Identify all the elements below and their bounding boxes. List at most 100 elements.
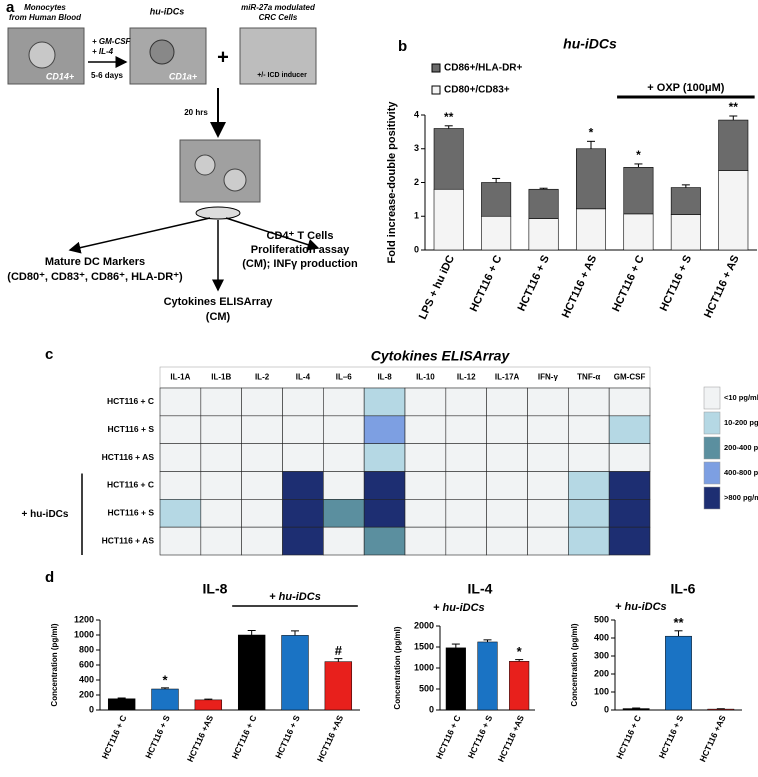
panel-letter: b (398, 38, 407, 55)
bar (509, 661, 530, 711)
cell (223, 168, 247, 192)
bar-segment (623, 167, 654, 215)
heatmap-cell (486, 415, 528, 444)
bar-segment (433, 128, 464, 190)
bar-segment (528, 218, 559, 251)
significance: * (589, 125, 594, 139)
y-tick-label: 0 (604, 704, 609, 714)
bar (622, 708, 650, 711)
bar-segment (623, 213, 654, 251)
dish (195, 206, 241, 220)
bar (665, 635, 692, 711)
bar-segment (670, 187, 701, 215)
heatmap-cell (363, 526, 406, 556)
heatmap-cell (200, 415, 242, 444)
row-group-label: + hu-iDCs (22, 509, 69, 520)
legend-swatch (703, 486, 721, 510)
heatmap-cell (282, 415, 324, 444)
heatmap-cell (200, 387, 242, 417)
x-tick-label: HCT116 + C (610, 253, 647, 313)
bar (151, 688, 179, 711)
output-label: (CM); INFγ production (242, 258, 358, 270)
y-tick-label: 100 (594, 686, 609, 696)
y-tick-label: 1000 (414, 662, 434, 672)
group-label: + hu-iDCs (269, 591, 321, 603)
y-tick-label: 600 (79, 659, 94, 669)
heatmap-cell (568, 526, 610, 556)
output-label: CD4⁺ T Cells (267, 230, 334, 242)
chart-title: IL-8 (203, 581, 228, 597)
x-tick-label: HCT116 +AS (185, 713, 215, 763)
cell (28, 41, 56, 69)
heatmap-cell (323, 526, 365, 556)
bar-segment (433, 188, 464, 251)
chart-title: IL-6 (671, 581, 696, 597)
heatmap-cell (404, 443, 447, 472)
heatmap-cell (159, 415, 202, 444)
bar-segment (670, 214, 701, 251)
heatmap-cell (363, 471, 406, 500)
crc-label: CRC Cells (259, 13, 298, 22)
column-label: IL–6 (336, 373, 353, 382)
y-tick-label: 1000 (74, 629, 94, 639)
treatment-label: + IL-4 (92, 47, 114, 56)
monocytes-label: Monocytes (24, 3, 66, 12)
bar (445, 647, 466, 711)
heatmap-cell (282, 443, 324, 472)
chart-title: IL-4 (468, 581, 493, 597)
heatmap-cell (241, 526, 283, 556)
x-tick-label: HCT116 +AS (697, 713, 727, 763)
bar (194, 699, 223, 711)
heatmap-cell (159, 387, 202, 417)
coculture-label: 20 hrs (184, 108, 208, 117)
y-tick-label: 4 (414, 109, 419, 119)
column-label: TNF-α (577, 373, 600, 382)
heatmap-cell (323, 443, 365, 472)
heatmap-cell (159, 526, 202, 556)
significance: ** (444, 110, 454, 124)
heatmap-cell (608, 415, 651, 444)
legend-swatch (431, 85, 441, 95)
bar-segment (575, 148, 607, 210)
x-tick-label: HCT116 +AS (315, 713, 345, 763)
row-label: HCT116 + AS (102, 535, 155, 545)
cell (149, 39, 175, 65)
y-tick-label: 2 (414, 177, 419, 187)
treatment-label: + GM-CSF (92, 37, 132, 46)
heatmap-cell (568, 499, 610, 528)
significance: * (636, 148, 641, 162)
y-axis-label: Fold increase-double positivity (386, 101, 398, 264)
heatmap-cell (527, 415, 569, 444)
y-tick-label: 1500 (414, 641, 434, 651)
heatmap-cell (282, 526, 324, 556)
heatmap-cell (608, 526, 651, 556)
heatmap-cell (445, 526, 487, 556)
heatmap-cell (159, 471, 202, 500)
cell (194, 154, 216, 176)
heatmap-cell (608, 471, 651, 500)
heatmap-cell (323, 471, 365, 500)
significance: ** (673, 615, 684, 630)
hu-idcs-label: hu-iDCs (150, 6, 185, 16)
marker-label: CD14+ (46, 71, 75, 81)
heatmap-cell (404, 471, 447, 500)
chart-title: hu-iDCs (563, 36, 617, 52)
heatmap-cell (404, 415, 447, 444)
heatmap-cell (608, 387, 651, 417)
heatmap-cell (608, 443, 651, 472)
y-tick-label: 800 (79, 644, 94, 654)
x-tick-label: HCT116 + S (657, 713, 686, 760)
bar-segment (481, 215, 512, 251)
heatmap-cell (363, 499, 406, 528)
x-tick-label: HCT116 +AS (496, 713, 526, 763)
column-label: IL-1A (170, 373, 190, 382)
bar (324, 661, 353, 711)
output-label: Mature DC Markers (45, 256, 145, 268)
panel-a-layout (7, 27, 320, 292)
chart-title: Cytokines ELISArray (371, 348, 511, 364)
inducer-label: +/- ICD inducer (257, 72, 307, 79)
heatmap-cell (404, 499, 447, 528)
heatmap-cell (200, 526, 242, 556)
y-tick-label: 200 (79, 689, 94, 699)
